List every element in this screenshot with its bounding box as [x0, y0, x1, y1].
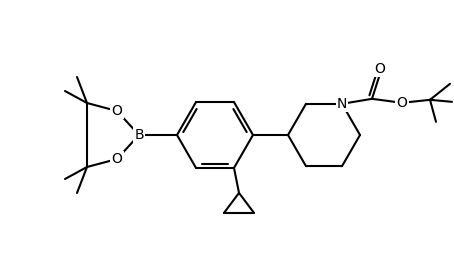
- Text: O: O: [112, 104, 123, 118]
- Text: O: O: [396, 96, 407, 110]
- Text: O: O: [375, 62, 385, 76]
- Text: B: B: [134, 128, 144, 142]
- Text: N: N: [337, 97, 347, 111]
- Text: O: O: [112, 152, 123, 166]
